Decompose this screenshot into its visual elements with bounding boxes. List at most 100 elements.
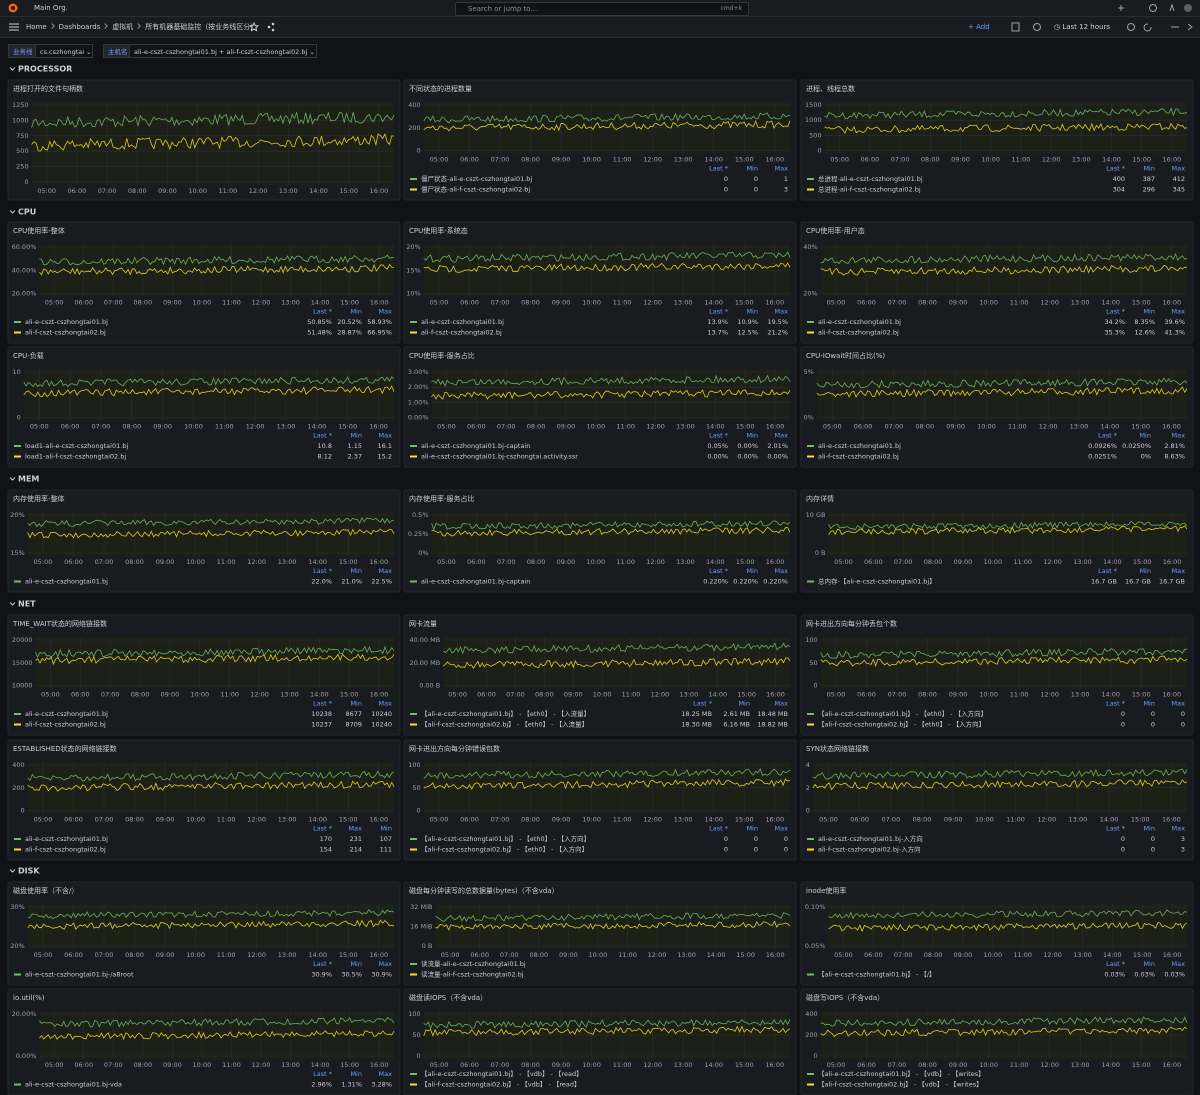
variable-select[interactable]: ali-e-cszt-cszhongtai01.bj + ali-f-cszt-… [129, 44, 317, 58]
x-tick-label: 15:00 [736, 951, 755, 959]
legend-value: 0 [1121, 721, 1125, 729]
x-tick-label: 07:00 [888, 299, 907, 307]
section-chevron [9, 210, 16, 214]
legend-column: Min [350, 567, 362, 575]
org-name[interactable]: Main Org. [34, 4, 68, 12]
panel: CPU使用率-用户态 40% 20% 05:00 06:00 07:00 08:00 09:0… [800, 221, 1194, 344]
legend-column: Min [350, 700, 362, 708]
x-tick-label: 15:00 [339, 951, 358, 959]
y-tick-label: 1500 [805, 101, 822, 109]
add-button[interactable]: + Add [968, 23, 990, 31]
x-tick-label: 06:00 [64, 816, 83, 824]
crumb[interactable]: 所有机器基础监控（按业务线区分） [145, 23, 258, 31]
legend-name: ali-e-cszt-cszhongtai01.bj [25, 318, 108, 326]
x-tick-label: 05:00 [430, 156, 449, 164]
y-tick-label: 40.00 MB [409, 636, 440, 644]
legend-name: ali-e-cszt-cszhongtai01.bj-captain [421, 578, 530, 586]
plot-area [27, 904, 394, 949]
x-tick-label: 07:00 [497, 423, 516, 431]
variable-select[interactable]: cs.cszhongtai ⌄ [35, 44, 93, 58]
y-tick-label: 40% [803, 243, 817, 251]
legend-value: 10237 [311, 721, 332, 729]
x-tick-label: 10:00 [589, 951, 608, 959]
x-tick-label: 07:00 [95, 951, 114, 959]
menu-icon[interactable] [9, 23, 19, 31]
x-tick-label: 16:00 [1162, 691, 1181, 699]
x-tick-label: 15:00 [1132, 299, 1151, 307]
x-tick-label: 11:00 [616, 558, 635, 566]
legend-value: 0.220% [763, 578, 788, 586]
x-tick-label: 15:00 [1132, 691, 1151, 699]
x-tick-label: 15:00 [735, 816, 754, 824]
search-box[interactable]: Search or jump to... cmd+k [455, 2, 749, 16]
x-tick-label: 05:00 [827, 1061, 846, 1069]
x-tick-label: 07:00 [500, 951, 519, 959]
x-tick-label: 15:00 [735, 1061, 754, 1069]
legend-value: 0 [724, 846, 728, 854]
legend-value: 13.9% [707, 318, 728, 326]
x-tick-label: 14:00 [706, 423, 725, 431]
crumb[interactable]: 虚拟机 [112, 23, 134, 31]
variable-label: 业务线 [8, 44, 38, 58]
series-line [39, 254, 395, 266]
crumb[interactable]: Dashboards [58, 23, 101, 31]
crumb[interactable]: Home [26, 23, 47, 31]
panel-title: CPU使用率-服务占比 [409, 351, 475, 360]
x-tick-label: 07:00 [881, 816, 900, 824]
top-icons[interactable] [1118, 3, 1193, 13]
plot-area [828, 512, 1187, 556]
x-tick-label: 16:00 [765, 816, 784, 824]
time-picker[interactable]: ◷ Last 12 hours [1054, 23, 1110, 31]
x-tick-label: 09:00 [161, 691, 180, 699]
legend-column: Min [380, 825, 392, 833]
legend-column: Last * [313, 700, 333, 708]
x-tick-label: 10:00 [582, 816, 601, 824]
x-tick-label: 10:00 [983, 558, 1002, 566]
legend-column: Min [350, 960, 362, 968]
section-title: PROCESSOR [18, 65, 72, 74]
y-tick-label: 400 [408, 101, 420, 109]
x-tick-label: 07:00 [497, 558, 516, 566]
legend-value: 15.2 [378, 453, 392, 461]
legend-column: Min [746, 165, 758, 173]
x-tick-label: 15:00 [1133, 951, 1152, 959]
panel: CPU使用率-系统态 20% 15% 10% 05:00 06:00 07:00 08:00 0… [403, 221, 797, 344]
panel-bg [7, 221, 401, 344]
x-tick-label: 16:00 [766, 558, 785, 566]
legend-column: Last * [313, 567, 333, 575]
x-tick-label: 13:00 [1073, 558, 1092, 566]
legend-value: 18.30 MB [681, 721, 712, 729]
legend-value: 19.5% [767, 318, 788, 326]
x-tick-label: 07:00 [101, 691, 120, 699]
panel: 磁盘使用率（不含/） 30% 20% 05:00 06:00 07:00 08:00 09:0… [7, 881, 401, 986]
legend-name: ali-f-cszt-cszhongtai02.bj [818, 329, 899, 337]
toolbar-icons[interactable] [1010, 22, 1050, 32]
y-tick-label: 0 B [815, 549, 826, 557]
y-tick-label: 10% [406, 290, 420, 298]
panel-bg [7, 881, 401, 986]
star-share[interactable] [250, 22, 276, 32]
x-tick-label: 14:00 [308, 423, 327, 431]
x-tick-label: 14:00 [1101, 691, 1120, 699]
x-tick-label: 06:00 [460, 299, 479, 307]
x-tick-label: 10:00 [975, 816, 994, 824]
y-tick-label: 0 [24, 178, 28, 186]
time-icons[interactable] [1126, 22, 1196, 32]
y-tick-label: 0.10% [805, 903, 826, 911]
x-tick-label: 15:00 [1132, 1061, 1151, 1069]
legend-value: 0.00% [737, 453, 758, 461]
legend-column: Min [746, 825, 758, 833]
y-tick-label: 0 [417, 807, 421, 815]
legend-value: 16.1 [378, 442, 392, 450]
x-tick-label: 07:00 [491, 299, 510, 307]
panel-title: TIME_WAIT状态的网络链接数 [12, 619, 107, 628]
legend-value: 2.37 [348, 453, 362, 461]
legend-name: ali-e-cszt-cszhongtai01.bj-captain [421, 442, 530, 450]
x-tick-label: 06:00 [68, 187, 87, 195]
x-tick-label: 11:00 [613, 816, 632, 824]
legend-value: 8.63% [1164, 453, 1185, 461]
x-tick-label: 07:00 [491, 1061, 510, 1069]
series-line [435, 920, 791, 931]
plot-area [39, 1011, 395, 1059]
y-tick-label: 0 [417, 1052, 421, 1060]
